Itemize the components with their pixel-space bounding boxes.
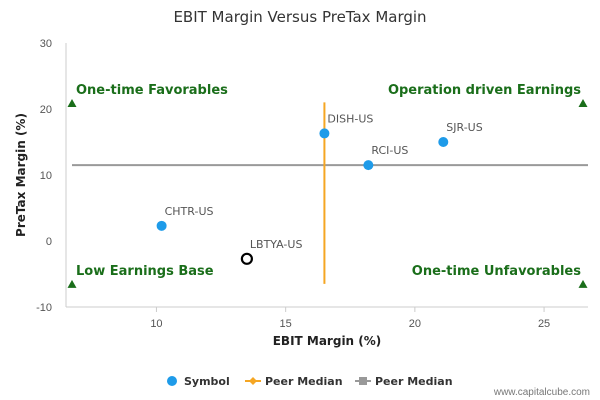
data-point-label: LBTYA-US xyxy=(250,238,303,251)
legend-label: Symbol xyxy=(184,375,230,388)
y-tick-label: 30 xyxy=(40,38,52,50)
chart-title: EBIT Margin Versus PreTax Margin xyxy=(173,8,426,26)
legend: Symbol Peer Median Peer Median xyxy=(167,375,453,388)
data-point xyxy=(319,128,330,139)
quadrant-marker-icon xyxy=(67,279,77,288)
data-point-label: DISH-US xyxy=(327,112,373,125)
credit-text: www.capitalcube.com xyxy=(493,387,590,398)
y-tick-label: 20 xyxy=(40,104,52,116)
quadrant-label-top-left: One-time Favorables xyxy=(76,83,228,98)
y-tick-label: 10 xyxy=(40,170,52,182)
y-ticks: 30 20 10 0 -10 xyxy=(36,38,52,314)
data-point-label: SJR-US xyxy=(446,121,482,134)
data-point xyxy=(240,252,253,265)
y-tick-label: -10 xyxy=(36,302,52,314)
data-point xyxy=(363,160,374,171)
legend-label: Peer Median xyxy=(375,375,453,388)
quadrant-layer: One-time Favorables Operation driven Earn… xyxy=(67,83,588,288)
quadrant-marker-icon xyxy=(578,99,588,108)
legend-symbol-icon xyxy=(167,376,177,386)
quadrant-marker-icon xyxy=(67,99,77,108)
data-point xyxy=(438,137,449,147)
data-point-label: RCI-US xyxy=(371,144,408,157)
x-tick-label: 25 xyxy=(538,318,550,330)
quadrant-label-top-right: Operation driven Earnings xyxy=(388,83,581,98)
data-point-label: CHTR-US xyxy=(165,205,214,218)
quadrant-label-bottom-right: One-time Unfavorables xyxy=(412,264,581,279)
legend-diamond-icon xyxy=(249,377,257,385)
y-axis-title: PreTax Margin (%) xyxy=(14,113,28,237)
x-tick-label: 20 xyxy=(409,318,421,330)
data-point xyxy=(156,220,167,231)
x-tick-label: 15 xyxy=(280,318,292,330)
quadrant-label-bottom-left: Low Earnings Base xyxy=(76,264,214,279)
x-ticks: 10 15 20 25 xyxy=(150,307,550,330)
points-layer: DISH-US SJR-US RCI-US CHTR-US LBTYA-US xyxy=(156,112,483,265)
plot-area xyxy=(65,43,588,308)
x-tick-label: 10 xyxy=(150,318,162,330)
x-axis-title: EBIT Margin (%) xyxy=(273,334,382,348)
legend-label: Peer Median xyxy=(265,375,343,388)
y-tick-label: 0 xyxy=(46,236,52,248)
quadrant-marker-icon xyxy=(578,279,588,288)
median-lines xyxy=(72,102,588,284)
legend-square-icon xyxy=(359,377,367,385)
